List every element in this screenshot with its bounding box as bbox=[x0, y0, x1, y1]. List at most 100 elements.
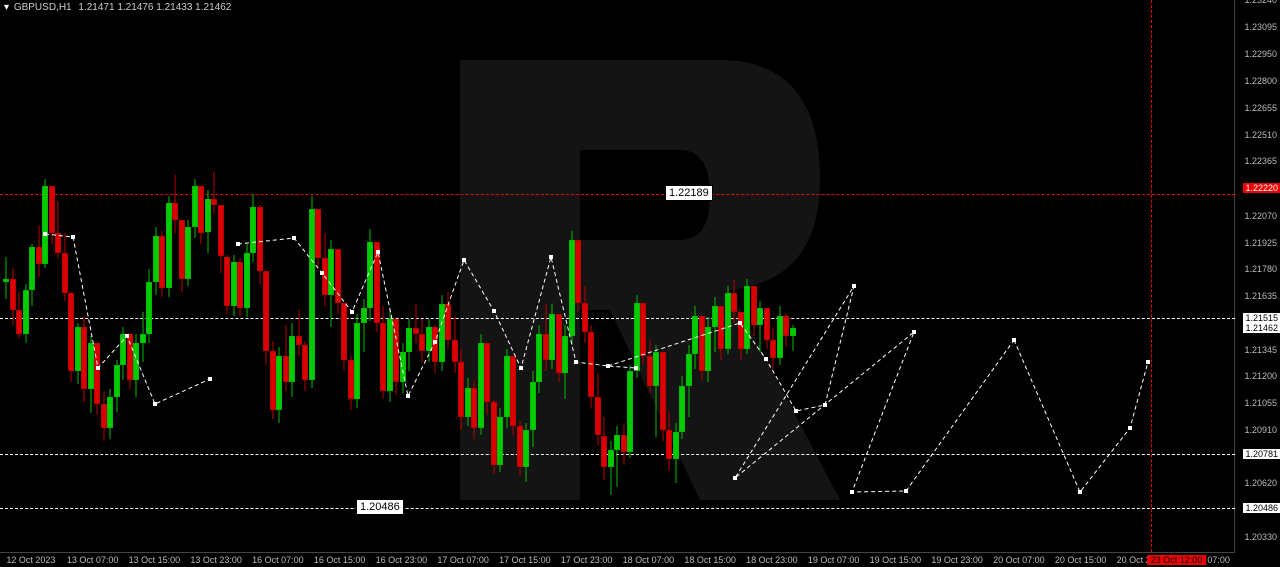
candle[interactable] bbox=[627, 365, 633, 457]
candle[interactable] bbox=[361, 299, 367, 353]
candle[interactable] bbox=[354, 314, 360, 408]
candle[interactable] bbox=[289, 323, 295, 397]
candle[interactable] bbox=[341, 306, 347, 371]
candle[interactable] bbox=[172, 175, 178, 232]
candle[interactable] bbox=[133, 334, 139, 397]
candle[interactable] bbox=[257, 205, 263, 284]
candle[interactable] bbox=[588, 325, 594, 408]
candle[interactable] bbox=[725, 286, 731, 354]
candle[interactable] bbox=[497, 408, 503, 473]
candle[interactable] bbox=[692, 306, 698, 369]
candle[interactable] bbox=[387, 308, 393, 402]
candle[interactable] bbox=[556, 323, 562, 382]
candle[interactable] bbox=[770, 328, 776, 369]
candle[interactable] bbox=[510, 371, 516, 436]
candle[interactable] bbox=[491, 400, 497, 474]
candle[interactable] bbox=[211, 172, 217, 214]
candle[interactable] bbox=[686, 345, 692, 417]
candle[interactable] bbox=[484, 343, 490, 415]
candle[interactable] bbox=[504, 349, 510, 428]
candle[interactable] bbox=[231, 255, 237, 316]
candle[interactable] bbox=[562, 325, 568, 399]
candle[interactable] bbox=[426, 319, 432, 361]
candle[interactable] bbox=[549, 304, 555, 369]
candle[interactable] bbox=[55, 201, 61, 258]
candle[interactable] bbox=[10, 268, 16, 325]
candle[interactable] bbox=[738, 316, 744, 360]
candle[interactable] bbox=[101, 391, 107, 441]
candle[interactable] bbox=[263, 282, 269, 365]
candle[interactable] bbox=[159, 231, 165, 297]
candle[interactable] bbox=[276, 347, 282, 423]
candle[interactable] bbox=[751, 290, 757, 336]
candle[interactable] bbox=[250, 194, 256, 262]
candle[interactable] bbox=[478, 334, 484, 435]
candle[interactable] bbox=[744, 279, 750, 355]
candle[interactable] bbox=[270, 341, 276, 419]
candle[interactable] bbox=[374, 253, 380, 332]
candle[interactable] bbox=[666, 412, 672, 471]
candle[interactable] bbox=[127, 340, 133, 390]
candle[interactable] bbox=[49, 194, 55, 244]
dropdown-icon[interactable]: ▾ bbox=[4, 2, 9, 13]
candle[interactable] bbox=[146, 269, 152, 343]
candle[interactable] bbox=[94, 356, 100, 415]
candle[interactable] bbox=[224, 255, 230, 314]
candle[interactable] bbox=[153, 227, 159, 295]
candle[interactable] bbox=[712, 297, 718, 352]
candle[interactable] bbox=[328, 240, 334, 327]
candle[interactable] bbox=[107, 389, 113, 439]
candle[interactable] bbox=[523, 423, 529, 482]
candle[interactable] bbox=[653, 345, 659, 437]
candle[interactable] bbox=[237, 258, 243, 315]
candle[interactable] bbox=[88, 336, 94, 414]
candle[interactable] bbox=[192, 179, 198, 238]
candle[interactable] bbox=[582, 286, 588, 343]
candle[interactable] bbox=[68, 292, 74, 382]
candle[interactable] bbox=[140, 312, 146, 362]
candle[interactable] bbox=[335, 257, 341, 314]
candle[interactable] bbox=[218, 214, 224, 273]
candle[interactable] bbox=[367, 229, 373, 321]
candle[interactable] bbox=[81, 316, 87, 403]
candle[interactable] bbox=[42, 179, 48, 268]
candle[interactable] bbox=[16, 292, 22, 338]
candle[interactable] bbox=[419, 319, 425, 361]
candle[interactable] bbox=[380, 306, 386, 398]
candle[interactable] bbox=[400, 343, 406, 393]
candle[interactable] bbox=[783, 314, 789, 347]
candle[interactable] bbox=[764, 312, 770, 349]
candle[interactable] bbox=[458, 349, 464, 430]
candle[interactable] bbox=[309, 196, 315, 388]
horizontal-level[interactable] bbox=[0, 194, 1235, 195]
candle[interactable] bbox=[647, 340, 653, 394]
candle[interactable] bbox=[614, 426, 620, 487]
candle[interactable] bbox=[62, 233, 68, 301]
candle[interactable] bbox=[23, 284, 29, 343]
candle[interactable] bbox=[536, 325, 542, 393]
horizontal-level[interactable] bbox=[0, 508, 1235, 509]
candle[interactable] bbox=[621, 423, 627, 465]
candle[interactable] bbox=[348, 356, 354, 410]
candle[interactable] bbox=[75, 323, 81, 384]
candle[interactable] bbox=[36, 225, 42, 277]
candle[interactable] bbox=[679, 376, 685, 439]
candle[interactable] bbox=[322, 233, 328, 307]
candle[interactable] bbox=[465, 378, 471, 426]
candle[interactable] bbox=[777, 306, 783, 365]
candle[interactable] bbox=[699, 319, 705, 380]
candle[interactable] bbox=[114, 360, 120, 412]
candle[interactable] bbox=[595, 373, 601, 445]
candle[interactable] bbox=[205, 190, 211, 253]
price-label[interactable]: 1.20486 bbox=[356, 499, 404, 515]
candle[interactable] bbox=[634, 295, 640, 378]
candle[interactable] bbox=[302, 341, 308, 391]
candle[interactable] bbox=[244, 244, 250, 318]
candle[interactable] bbox=[315, 220, 321, 270]
candle[interactable] bbox=[445, 292, 451, 349]
candle[interactable] bbox=[673, 423, 679, 484]
candle[interactable] bbox=[575, 245, 581, 311]
price-label[interactable]: 1.22189 bbox=[665, 185, 713, 201]
candle[interactable] bbox=[296, 310, 302, 356]
vertical-time-line[interactable] bbox=[1151, 0, 1152, 552]
